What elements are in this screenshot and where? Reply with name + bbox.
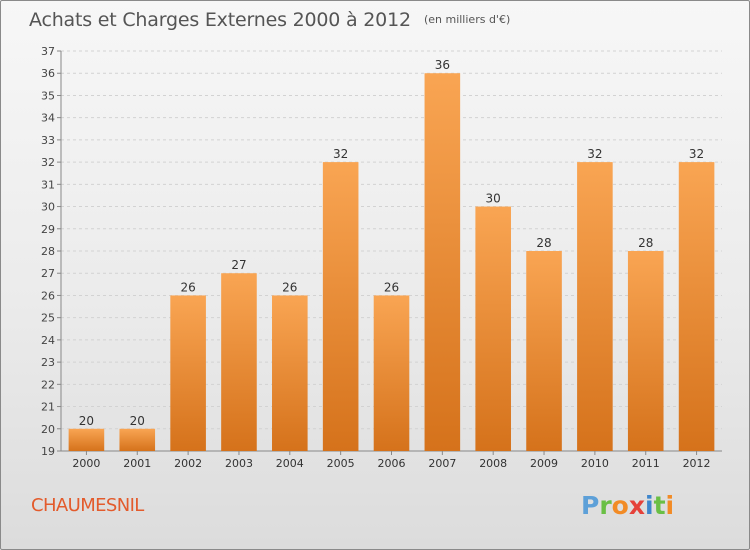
y-tick-label: 24 (41, 334, 55, 347)
proxiti-logo[interactable]: Proxiti (581, 491, 674, 520)
y-tick-label: 36 (41, 67, 55, 80)
bar (68, 428, 105, 451)
bar-value-label: 32 (333, 147, 348, 161)
commune-name: CHAUMESNIL (31, 495, 144, 516)
bar-value-label: 27 (231, 258, 246, 272)
logo-letter: r (599, 491, 612, 520)
bar (678, 162, 715, 451)
bar-value-label: 26 (282, 280, 297, 294)
bar-value-label: 20 (130, 414, 145, 428)
logo-letter: P (581, 491, 600, 520)
bar (272, 295, 308, 451)
bar (475, 206, 511, 451)
y-tick-label: 30 (41, 201, 55, 214)
y-tick-label: 37 (41, 45, 55, 58)
chart-title-row: Achats et Charges Externes 2000 à 2012 (… (29, 9, 510, 31)
bar-value-label: 28 (638, 236, 653, 250)
x-tick-label: 2010 (581, 457, 609, 470)
x-tick-label: 2008 (479, 457, 507, 470)
bar (577, 162, 613, 451)
y-tick-label: 35 (41, 89, 55, 102)
y-tick-label: 26 (41, 289, 55, 302)
bar-value-label: 26 (384, 280, 399, 294)
x-tick-label: 2007 (428, 457, 456, 470)
chart-subtitle: (en milliers d'€) (423, 13, 511, 26)
bar (119, 428, 156, 451)
x-tick-label: 2000 (72, 457, 100, 470)
y-tick-label: 31 (41, 178, 55, 191)
y-tick-label: 34 (41, 112, 55, 125)
labels: 19 20 21 22 23 24 25 26 27 28 29 30 31 32 33 34 35 36 37 20… (41, 45, 711, 470)
x-tick-label: 2011 (632, 457, 660, 470)
x-tick-label: 2006 (378, 457, 406, 470)
logo-letter: i (665, 491, 675, 520)
y-tick-label: 32 (41, 156, 55, 169)
bar (627, 251, 664, 451)
bar (526, 251, 562, 451)
logo-letter: t (653, 491, 666, 520)
x-tick-label: 2001 (123, 457, 151, 470)
chart-title: Achats et Charges Externes 2000 à 2012 (29, 9, 411, 31)
bar-value-label: 32 (587, 147, 602, 161)
bar (424, 73, 461, 451)
x-tick-label: 2002 (174, 457, 202, 470)
logo-letter: o (611, 491, 629, 520)
bar (170, 295, 206, 451)
y-tick-label: 20 (41, 423, 55, 436)
y-tick-label: 25 (41, 312, 55, 325)
bars (68, 73, 715, 451)
bar (373, 295, 410, 451)
bar (322, 162, 359, 451)
bar (221, 273, 257, 451)
y-tick-label: 23 (41, 356, 55, 369)
bar-value-label: 30 (486, 192, 501, 206)
bar-value-label: 26 (180, 280, 195, 294)
x-tick-label: 2004 (276, 457, 304, 470)
bar-value-label: 32 (689, 147, 704, 161)
y-tick-label: 19 (41, 445, 55, 458)
bar-value-label: 36 (435, 58, 450, 72)
bar-value-label: 28 (536, 236, 551, 250)
x-tick-label: 2009 (530, 457, 558, 470)
y-tick-label: 33 (41, 134, 55, 147)
bar-value-label: 20 (79, 414, 94, 428)
y-tick-label: 21 (41, 401, 55, 414)
x-tick-label: 2005 (327, 457, 355, 470)
y-tick-label: 28 (41, 245, 55, 258)
logo-letter: i (645, 491, 654, 520)
y-tick-label: 22 (41, 378, 55, 391)
x-tick-label: 2003 (225, 457, 253, 470)
logo-letter: x (628, 491, 645, 520)
y-tick-label: 27 (41, 267, 55, 280)
y-tick-label: 29 (41, 223, 55, 236)
x-tick-label: 2012 (683, 457, 711, 470)
